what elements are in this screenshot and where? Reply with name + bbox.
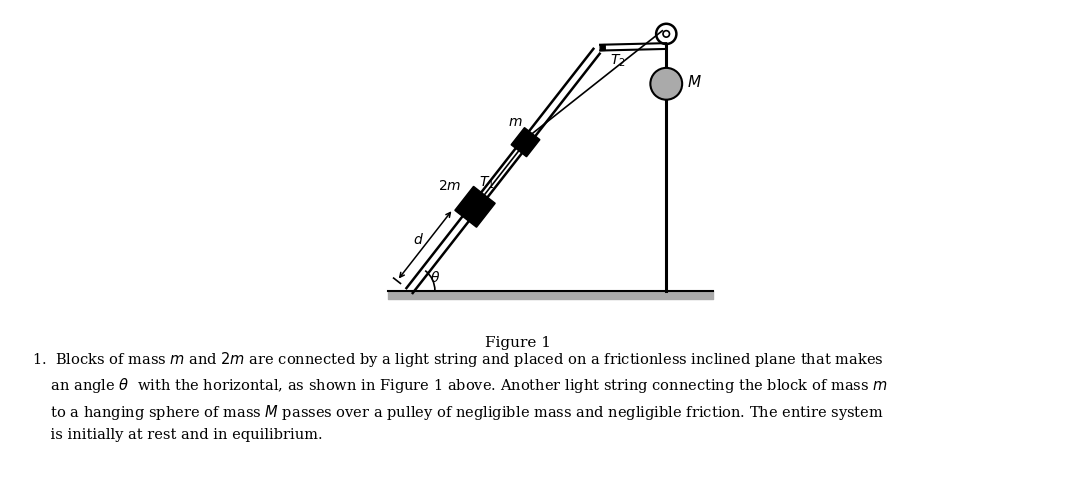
Text: $2m$: $2m$ — [438, 179, 461, 193]
Circle shape — [663, 31, 670, 37]
Circle shape — [651, 68, 683, 99]
Text: Figure 1: Figure 1 — [485, 336, 551, 350]
Text: 1.  Blocks of mass $m$ and $2m$ are connected by a light string and placed on a : 1. Blocks of mass $m$ and $2m$ are conne… — [32, 349, 887, 442]
Text: $d$: $d$ — [413, 232, 424, 247]
Text: $T_2$: $T_2$ — [610, 53, 626, 69]
Polygon shape — [511, 128, 540, 157]
Text: $M$: $M$ — [687, 74, 702, 91]
Polygon shape — [455, 187, 495, 227]
Text: $\theta$: $\theta$ — [430, 270, 440, 286]
Text: $m$: $m$ — [508, 114, 523, 129]
Polygon shape — [600, 45, 605, 50]
Text: $T_1$: $T_1$ — [479, 175, 495, 192]
